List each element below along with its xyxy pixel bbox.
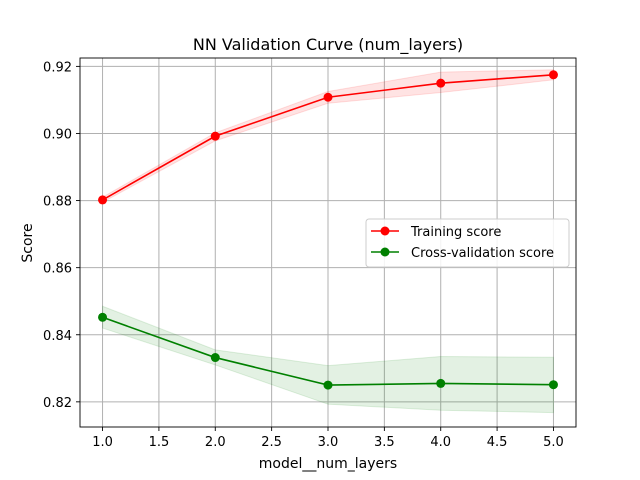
y-tick-label: 0.92 (43, 60, 72, 75)
legend: Training score Cross-validation score (365, 218, 570, 268)
x-tick-label: 1.5 (149, 435, 170, 450)
y-axis-ticks: 0.82 0.84 0.86 0.88 0.90 0.92 (43, 60, 80, 411)
point-training (210, 131, 220, 141)
x-tick-label: 5.0 (543, 435, 564, 450)
x-tick-label: 4.0 (430, 435, 451, 450)
y-tick-label: 0.86 (43, 262, 72, 277)
x-tick-label: 1.0 (92, 435, 113, 450)
x-axis-ticks: 1.0 1.5 2.0 2.5 3.0 3.5 4.0 4.5 5.0 (92, 427, 564, 450)
y-tick-label: 0.82 (43, 396, 72, 411)
legend-label-cross-validation: Cross-validation score (411, 246, 554, 261)
x-axis-label: model__num_layers (259, 456, 397, 472)
point-cross-validation (323, 380, 333, 390)
series-markers (98, 70, 558, 390)
chart-title: NN Validation Curve (num_layers) (193, 35, 463, 55)
y-tick-label: 0.88 (43, 195, 72, 210)
point-training (436, 78, 446, 88)
point-training (323, 92, 333, 102)
legend-marker-training (380, 226, 390, 236)
x-tick-label: 4.5 (487, 435, 508, 450)
legend-marker-cross-validation (380, 247, 390, 257)
point-cross-validation (210, 353, 220, 363)
x-tick-label: 3.5 (374, 435, 395, 450)
point-cross-validation (98, 312, 108, 322)
x-tick-label: 3.0 (318, 435, 339, 450)
legend-label-training: Training score (410, 225, 501, 240)
point-training (98, 195, 108, 205)
point-training (548, 70, 558, 80)
point-cross-validation (548, 380, 558, 390)
point-cross-validation (436, 378, 446, 388)
y-tick-label: 0.90 (43, 127, 72, 142)
x-tick-label: 2.0 (205, 435, 226, 450)
x-tick-label: 2.5 (261, 435, 282, 450)
y-axis-label: Score (20, 223, 36, 262)
legend-box (365, 218, 570, 268)
y-tick-label: 0.84 (43, 329, 72, 344)
grid (80, 58, 576, 427)
